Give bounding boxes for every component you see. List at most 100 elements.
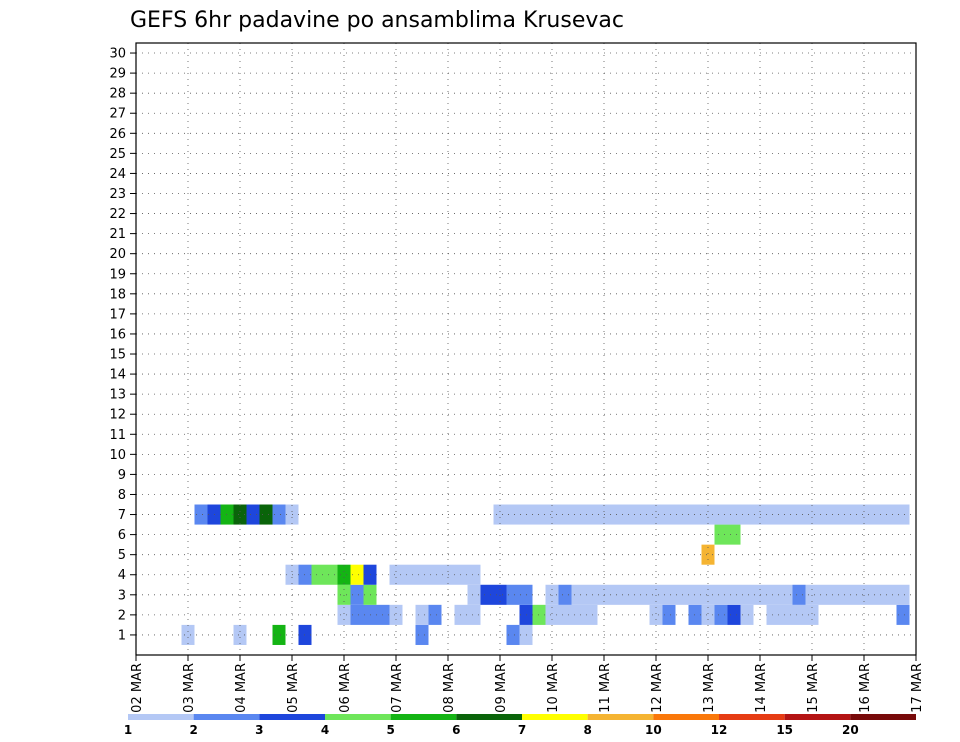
legend-swatch-5 [390,714,457,720]
cell-member-3-step-17 [350,584,364,605]
y-tick-label-23: 23 [109,187,126,202]
cell-member-2-step-35 [584,604,598,625]
cell-member-7-step-47 [740,504,754,525]
y-tick-label-8: 8 [118,488,126,503]
cell-member-2-step-51 [792,604,806,625]
y-tick-label-7: 7 [118,508,126,523]
cell-member-2-step-59 [896,604,910,625]
cell-member-7-step-53 [818,504,832,525]
y-axis: 1234567891011121314151617181920212223242… [109,47,136,643]
x-tick-label-6: 08 MAR [442,663,457,713]
cell-member-7-step-11 [272,504,286,525]
legend-swatch-8 [587,714,654,720]
cell-member-2-step-40 [649,604,663,625]
cell-member-3-step-45 [714,584,728,605]
legend-swatch-1 [128,714,194,720]
cell-member-2-step-17 [350,604,364,625]
cell-member-2-step-20 [389,604,403,625]
cell-member-2-step-16 [337,604,351,625]
cell-member-3-step-33 [558,584,572,605]
legend-label-15: 15 [776,723,793,737]
cell-member-6-step-46 [727,524,741,545]
cell-member-4-step-26 [467,564,481,585]
cell-member-1-step-8 [233,624,247,645]
legend-swatch-3 [259,714,325,720]
x-tick-label-7: 09 MAR [494,663,509,713]
color-legend: 1 2 3 4 5 6 7 8 10 12 15 20 [124,714,916,737]
cell-member-3-step-51 [792,584,806,605]
cell-member-7-step-50 [779,504,793,525]
cell-member-4-step-21 [402,564,416,585]
x-tick-label-1: 03 MAR [182,663,197,713]
cell-member-7-step-59 [896,504,910,525]
x-tick-label-5: 07 MAR [390,663,405,713]
cell-member-1-step-11 [272,624,286,645]
y-tick-label-27: 27 [109,107,126,122]
legend-label-20: 20 [842,723,859,737]
cell-member-4-step-16 [337,564,351,585]
cell-member-3-step-57 [870,584,884,605]
legend-swatch-12 [850,714,916,720]
cell-member-2-step-41 [662,604,676,625]
legend-swatch-4 [325,714,391,720]
y-tick-label-9: 9 [118,468,126,483]
y-tick-label-30: 30 [109,47,126,62]
legend-swatch-10 [719,714,785,720]
cell-member-3-step-50 [779,584,793,605]
cells-layer [181,504,910,645]
cell-member-2-step-45 [714,604,728,625]
legend-label-1: 1 [124,723,132,737]
legend-label-8: 8 [583,723,591,737]
cell-member-2-step-50 [779,604,793,625]
y-tick-label-18: 18 [109,287,126,302]
y-tick-label-19: 19 [109,267,126,282]
legend-swatch-2 [193,714,260,720]
legend-label-2: 2 [189,723,197,737]
cell-member-7-step-34 [571,504,585,525]
y-tick-label-21: 21 [109,227,126,242]
grid-layer [135,43,917,655]
legend-swatch-9 [653,714,719,720]
cell-member-1-step-4 [181,624,195,645]
cell-member-3-step-27 [480,584,494,605]
y-tick-label-26: 26 [109,127,126,142]
x-tick-label-15: 17 MAR [910,663,925,713]
legend-swatch-11 [784,714,851,720]
cell-member-7-step-5 [194,504,208,525]
cell-member-3-step-28 [493,584,507,605]
x-axis: 02 MAR 03 MAR 04 MAR 05 MAR 06 MAR 07 MAR 08 M… [130,655,925,713]
y-tick-label-24: 24 [109,167,126,182]
cell-member-3-step-56 [857,584,871,605]
y-tick-label-2: 2 [118,608,126,623]
legend-label-12: 12 [711,723,728,737]
cell-member-3-step-34 [571,584,585,605]
cell-member-4-step-23 [428,564,442,585]
cell-member-7-step-33 [558,504,572,525]
legend-label-3: 3 [255,723,263,737]
legend-label-5: 5 [386,723,394,737]
y-tick-label-6: 6 [118,528,126,543]
x-tick-label-2: 04 MAR [234,663,249,713]
y-tick-label-28: 28 [109,87,126,102]
legend-swatch-7 [522,714,588,720]
cell-member-3-step-59 [896,584,910,605]
cell-member-3-step-38 [623,584,637,605]
cell-member-7-step-40 [649,504,663,525]
x-tick-label-11: 13 MAR [702,663,717,713]
cell-member-2-step-44 [701,604,715,625]
cell-member-7-step-10 [259,504,273,525]
cell-member-7-step-28 [493,504,507,525]
legend-label-10: 10 [645,723,662,737]
cell-member-7-step-46 [727,504,741,525]
x-tick-label-3: 05 MAR [286,663,301,713]
cell-member-2-step-33 [558,604,572,625]
cell-member-3-step-47 [740,584,754,605]
y-tick-label-5: 5 [118,548,126,563]
cell-member-3-step-32 [545,584,559,605]
cell-member-7-step-56 [857,504,871,525]
x-tick-label-4: 06 MAR [338,663,353,713]
y-tick-label-17: 17 [109,307,126,322]
cell-member-7-step-45 [714,504,728,525]
cell-member-2-step-22 [415,604,429,625]
